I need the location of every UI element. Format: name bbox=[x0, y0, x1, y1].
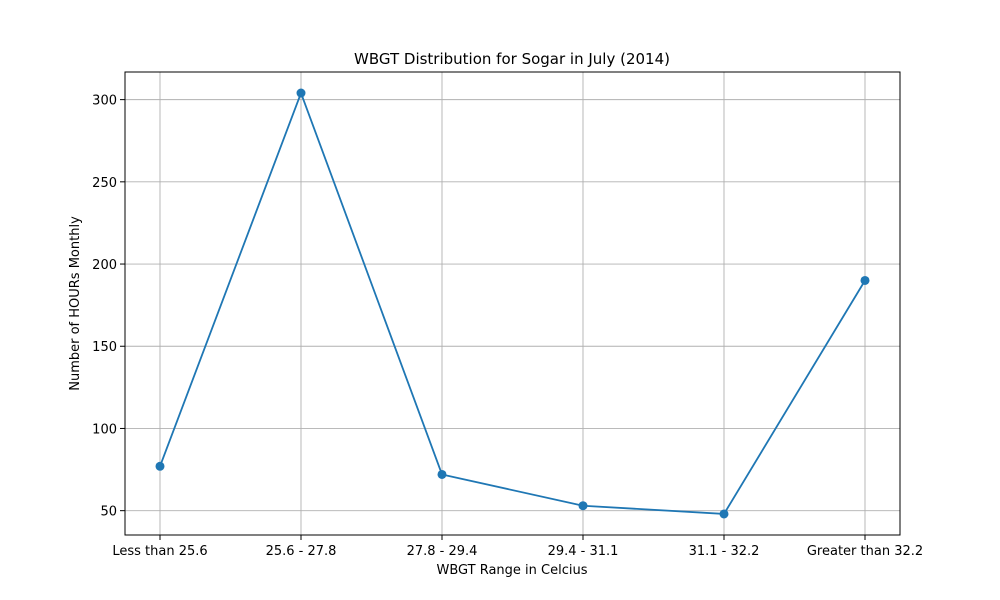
data-point bbox=[578, 501, 588, 511]
series-layer bbox=[155, 88, 870, 519]
data-point bbox=[437, 469, 447, 479]
y-tick-label: 100 bbox=[92, 422, 117, 437]
x-tick-label: 25.6 - 27.8 bbox=[266, 544, 337, 559]
data-point bbox=[860, 275, 870, 285]
y-tick-label: 150 bbox=[92, 340, 117, 355]
x-tick-label: 27.8 - 29.4 bbox=[407, 544, 478, 559]
data-point bbox=[719, 509, 729, 519]
data-point bbox=[155, 461, 165, 471]
x-tick-label: 29.4 - 31.1 bbox=[548, 544, 619, 559]
series-line bbox=[159, 90, 866, 515]
data-point bbox=[296, 88, 306, 98]
y-tick-label: 50 bbox=[100, 505, 117, 520]
x-tick-label: 31.1 - 32.2 bbox=[689, 544, 760, 559]
axis-ticks: Less than 25.6 25.6 - 27.8 27.8 - 29.4 29.4… bbox=[92, 94, 923, 559]
x-tick-label: Greater than 32.2 bbox=[807, 544, 923, 559]
x-tick-label: Less than 25.6 bbox=[112, 544, 207, 559]
y-tick-label: 250 bbox=[92, 176, 117, 191]
y-tick-label: 300 bbox=[92, 94, 117, 109]
plot-area-frame bbox=[124, 71, 901, 536]
chart-title: WBGT Distribution for Sogar in July (201… bbox=[354, 50, 670, 68]
grid bbox=[125, 72, 900, 535]
x-axis-label: WBGT Range in Celcius bbox=[436, 563, 587, 578]
y-axis-label: Number of HOURs Monthly bbox=[68, 216, 83, 391]
y-tick-label: 200 bbox=[92, 258, 117, 273]
